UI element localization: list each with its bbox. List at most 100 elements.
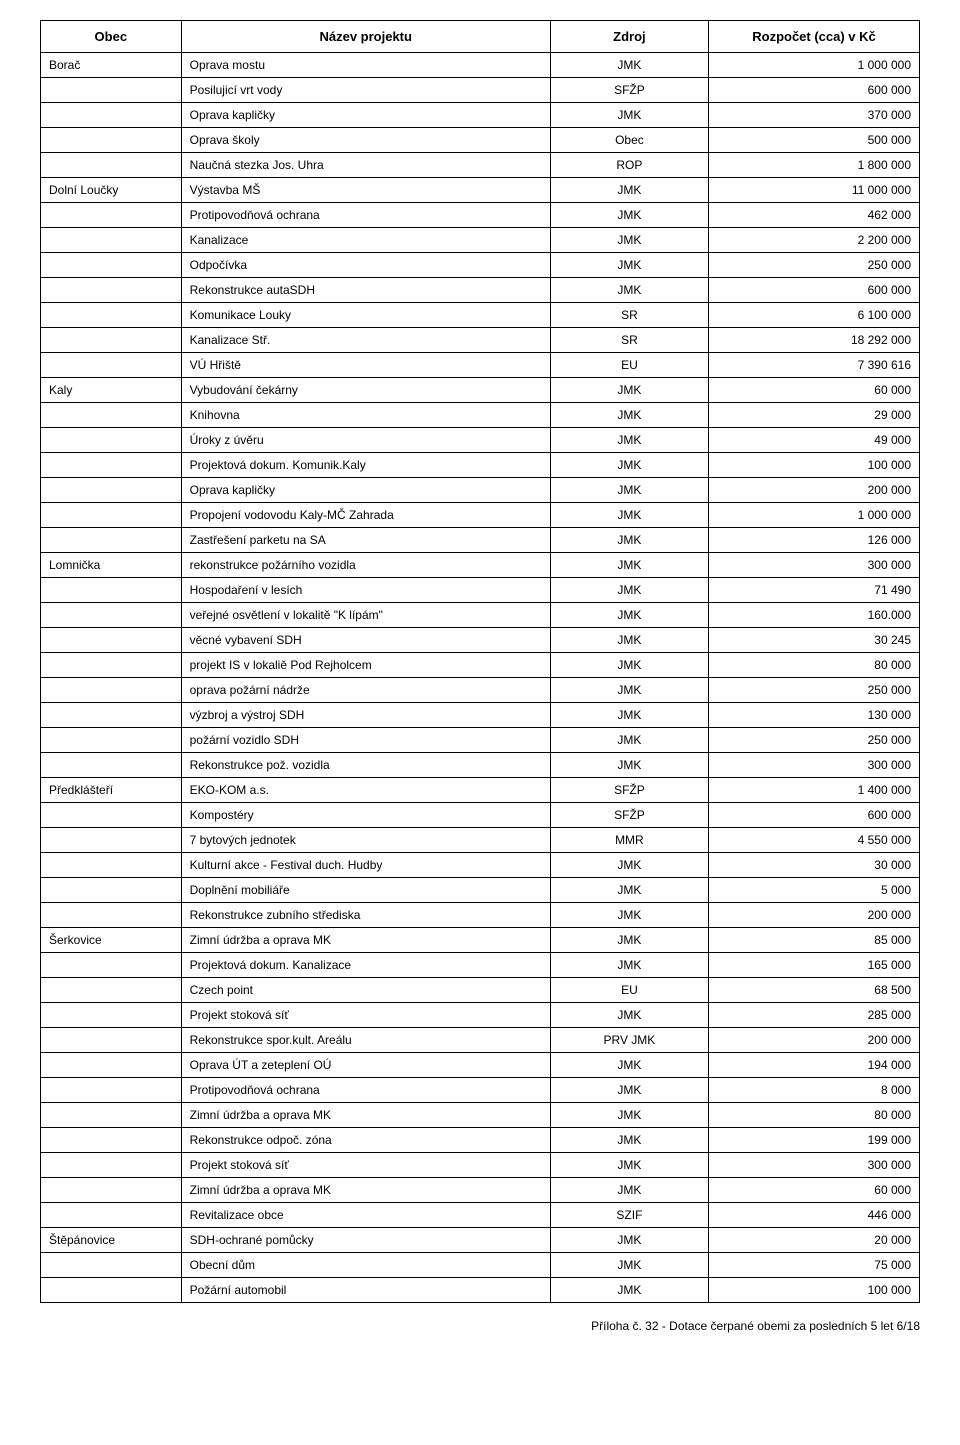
cell-obec [41, 1028, 182, 1053]
cell-zdroj: JMK [550, 1153, 708, 1178]
cell-obec [41, 1053, 182, 1078]
table-row: Rekonstrukce autaSDHJMK600 000 [41, 278, 920, 303]
table-row: Naučná stezka Jos. UhraROP1 800 000 [41, 153, 920, 178]
cell-obec [41, 328, 182, 353]
table-row: BoračOprava mostuJMK1 000 000 [41, 53, 920, 78]
cell-projekt: Kanalizace [181, 228, 550, 253]
cell-rozpocet: 49 000 [709, 428, 920, 453]
table-row: ŠtěpánoviceSDH-ochrané pomůckyJMK20 000 [41, 1228, 920, 1253]
cell-obec [41, 803, 182, 828]
page-container: Obec Název projektu Zdroj Rozpočet (cca)… [0, 0, 960, 1353]
cell-obec [41, 678, 182, 703]
cell-zdroj: JMK [550, 603, 708, 628]
cell-zdroj: SFŽP [550, 78, 708, 103]
cell-obec [41, 428, 182, 453]
cell-rozpocet: 200 000 [709, 903, 920, 928]
table-row: Kanalizace Stř.SR18 292 000 [41, 328, 920, 353]
cell-obec [41, 1253, 182, 1278]
cell-zdroj: SR [550, 328, 708, 353]
cell-projekt: Oprava kapličky [181, 103, 550, 128]
table-body: BoračOprava mostuJMK1 000 000Posilujicí … [41, 53, 920, 1303]
cell-obec [41, 528, 182, 553]
table-row: projekt IS v lokaliě Pod RejholcemJMK80 … [41, 653, 920, 678]
cell-zdroj: SFŽP [550, 778, 708, 803]
cell-obec [41, 1278, 182, 1303]
table-row: Rekonstrukce odpoč. zónaJMK199 000 [41, 1128, 920, 1153]
cell-obec [41, 953, 182, 978]
table-row: Projektová dokum. KanalizaceJMK165 000 [41, 953, 920, 978]
cell-projekt: SDH-ochrané pomůcky [181, 1228, 550, 1253]
cell-projekt: Naučná stezka Jos. Uhra [181, 153, 550, 178]
cell-obec [41, 278, 182, 303]
cell-obec [41, 1003, 182, 1028]
cell-obec [41, 503, 182, 528]
cell-projekt: Posilujicí vrt vody [181, 78, 550, 103]
cell-projekt: Propojení vodovodu Kaly-MČ Zahrada [181, 503, 550, 528]
cell-projekt: Rekonstrukce spor.kult. Areálu [181, 1028, 550, 1053]
footer-text: Příloha č. 32 - Dotace čerpané obemi za … [40, 1319, 920, 1333]
cell-rozpocet: 60 000 [709, 1178, 920, 1203]
cell-zdroj: JMK [550, 203, 708, 228]
table-row: Protipovodňová ochranaJMK462 000 [41, 203, 920, 228]
cell-obec: Šerkovice [41, 928, 182, 953]
cell-projekt: Oprava kapličky [181, 478, 550, 503]
table-row: Obecní důmJMK75 000 [41, 1253, 920, 1278]
cell-obec: Štěpánovice [41, 1228, 182, 1253]
cell-rozpocet: 300 000 [709, 1153, 920, 1178]
cell-obec [41, 728, 182, 753]
cell-zdroj: EU [550, 353, 708, 378]
cell-zdroj: EU [550, 978, 708, 1003]
cell-zdroj: JMK [550, 753, 708, 778]
table-row: požární vozidlo SDHJMK250 000 [41, 728, 920, 753]
cell-projekt: Oprava mostu [181, 53, 550, 78]
cell-obec [41, 203, 182, 228]
table-row: Zimní údržba a oprava MKJMK80 000 [41, 1103, 920, 1128]
cell-zdroj: JMK [550, 878, 708, 903]
cell-projekt: Zastřešení parketu na SA [181, 528, 550, 553]
cell-obec [41, 228, 182, 253]
cell-projekt: požární vozidlo SDH [181, 728, 550, 753]
cell-rozpocet: 194 000 [709, 1053, 920, 1078]
cell-zdroj: JMK [550, 428, 708, 453]
cell-zdroj: JMK [550, 103, 708, 128]
cell-projekt: projekt IS v lokaliě Pod Rejholcem [181, 653, 550, 678]
table-row: oprava požární nádržeJMK250 000 [41, 678, 920, 703]
cell-zdroj: Obec [550, 128, 708, 153]
cell-zdroj: JMK [550, 178, 708, 203]
cell-zdroj: JMK [550, 253, 708, 278]
cell-rozpocet: 126 000 [709, 528, 920, 553]
cell-zdroj: SZIF [550, 1203, 708, 1228]
cell-rozpocet: 370 000 [709, 103, 920, 128]
cell-zdroj: SFŽP [550, 803, 708, 828]
table-row: Rekonstrukce spor.kult. AreáluPRV JMK200… [41, 1028, 920, 1053]
cell-rozpocet: 600 000 [709, 278, 920, 303]
table-row: Požární automobilJMK100 000 [41, 1278, 920, 1303]
cell-rozpocet: 446 000 [709, 1203, 920, 1228]
cell-projekt: Protipovodňová ochrana [181, 1078, 550, 1103]
col-obec: Obec [41, 21, 182, 53]
cell-projekt: Projekt stoková síť [181, 1003, 550, 1028]
table-row: Zimní údržba a oprava MKJMK60 000 [41, 1178, 920, 1203]
cell-obec [41, 978, 182, 1003]
cell-rozpocet: 130 000 [709, 703, 920, 728]
table-row: Oprava kapličkyJMK200 000 [41, 478, 920, 503]
cell-projekt: Odpočívka [181, 253, 550, 278]
cell-zdroj: JMK [550, 1253, 708, 1278]
cell-projekt: Kanalizace Stř. [181, 328, 550, 353]
cell-projekt: Rekonstrukce odpoč. zóna [181, 1128, 550, 1153]
cell-rozpocet: 20 000 [709, 1228, 920, 1253]
cell-obec: Lomnička [41, 553, 182, 578]
cell-obec [41, 478, 182, 503]
cell-projekt: Kompostéry [181, 803, 550, 828]
cell-zdroj: JMK [550, 528, 708, 553]
cell-rozpocet: 250 000 [709, 253, 920, 278]
cell-rozpocet: 200 000 [709, 1028, 920, 1053]
cell-obec [41, 353, 182, 378]
cell-zdroj: MMR [550, 828, 708, 853]
cell-rozpocet: 75 000 [709, 1253, 920, 1278]
cell-rozpocet: 80 000 [709, 653, 920, 678]
cell-zdroj: JMK [550, 703, 708, 728]
cell-projekt: Zimní údržba a oprava MK [181, 928, 550, 953]
cell-obec [41, 153, 182, 178]
cell-rozpocet: 8 000 [709, 1078, 920, 1103]
